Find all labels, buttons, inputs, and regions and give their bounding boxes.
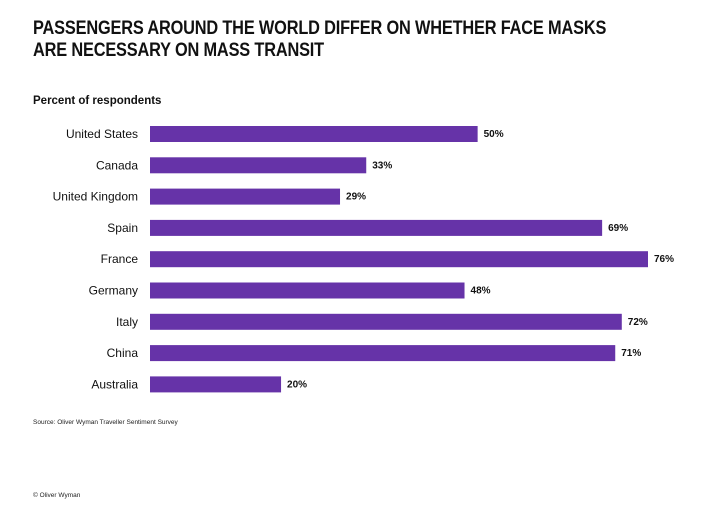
data-label: 76% [654, 254, 674, 265]
chart-title-line-1: PASSENGERS AROUND THE WORLD DIFFER ON WH… [33, 18, 607, 39]
data-label: 69% [608, 223, 628, 234]
bar [150, 282, 465, 299]
category-label: China [107, 346, 139, 360]
chart-title-line-2: ARE NECESSARY ON MASS TRANSIT [33, 40, 324, 61]
copyright-note: © Oliver Wyman [33, 492, 81, 499]
bar [150, 219, 603, 236]
data-label: 72% [628, 317, 648, 328]
category-label: Canada [96, 158, 138, 172]
category-label: United Kingdom [53, 190, 138, 204]
bar [150, 376, 282, 393]
source-note: Source: Oliver Wyman Traveller Sentiment… [33, 419, 178, 426]
data-label: 50% [484, 129, 504, 140]
category-label: Germany [89, 284, 138, 298]
category-label: Italy [116, 315, 138, 329]
bar [150, 345, 616, 362]
bar [150, 157, 367, 174]
category-label: Australia [91, 377, 138, 391]
chart-subtitle: Percent of respondents [33, 95, 162, 107]
bar [150, 251, 648, 268]
data-label: 48% [471, 286, 491, 297]
bar [150, 188, 341, 205]
chart-title: PASSENGERS AROUND THE WORLD DIFFER ON WH… [33, 18, 607, 62]
bar [150, 313, 622, 330]
data-label: 71% [621, 348, 641, 359]
data-label: 29% [346, 192, 366, 203]
category-label: United States [66, 127, 138, 141]
bar [150, 126, 478, 142]
category-label: Spain [107, 221, 138, 235]
data-label: 20% [287, 379, 307, 390]
category-label: France [101, 252, 139, 266]
data-label: 33% [372, 160, 392, 171]
